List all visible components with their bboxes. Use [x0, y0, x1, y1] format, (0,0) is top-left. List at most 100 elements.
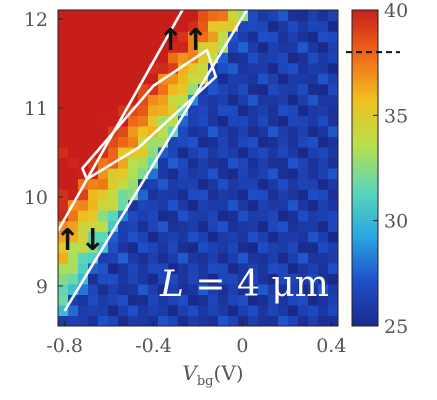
heatmap-cell — [228, 62, 239, 74]
heatmap-cell — [118, 231, 129, 243]
heatmap-cell — [238, 83, 249, 95]
heatmap-cell — [278, 178, 289, 190]
heatmap-cell — [68, 73, 79, 85]
heatmap-cell — [108, 315, 119, 326]
heatmap-cell — [308, 52, 319, 64]
heatmap-cell — [228, 20, 239, 32]
heatmap-cell — [128, 52, 139, 64]
heatmap-cell — [238, 20, 249, 32]
heatmap-cell — [228, 104, 239, 116]
heatmap-cell — [308, 231, 319, 243]
heatmap-cell — [308, 283, 319, 295]
heatmap-cell — [58, 115, 69, 127]
heatmap-cell — [328, 115, 338, 127]
heatmap-cell — [138, 220, 149, 232]
heatmap-cell — [58, 52, 69, 64]
heatmap-cell — [258, 262, 269, 274]
heatmap-cell — [278, 304, 289, 317]
heatmap-cell — [78, 315, 89, 326]
heatmap-cell — [268, 94, 279, 106]
heatmap-cell — [238, 94, 249, 106]
heatmap-cell — [78, 41, 89, 53]
heatmap-cell — [78, 262, 89, 274]
heatmap-cell — [188, 220, 199, 232]
heatmap-cell — [108, 136, 119, 148]
heatmap-cell — [88, 125, 99, 137]
heatmap-cell — [178, 220, 189, 232]
heatmap-cell — [178, 241, 189, 253]
heatmap-cell — [78, 231, 89, 243]
heatmap-cell — [308, 294, 319, 306]
heatmap-cell — [288, 199, 299, 211]
heatmap-cell — [128, 125, 139, 137]
heatmap-cell — [138, 62, 149, 74]
heatmap-cell — [268, 283, 279, 295]
heatmap-cell — [148, 125, 159, 137]
heatmap-cell — [198, 157, 209, 169]
heatmap-cell — [318, 210, 329, 222]
heatmap-cell — [178, 178, 189, 190]
heatmap-cell — [88, 304, 99, 317]
heatmap-cell — [68, 10, 79, 22]
heatmap-cell — [228, 10, 239, 22]
heatmap-cell — [138, 262, 149, 274]
heatmap-cell — [318, 125, 329, 137]
heatmap-cell — [68, 157, 79, 169]
heatmap-cell — [238, 241, 249, 253]
heatmap-cell — [318, 73, 329, 85]
heatmap-cell — [78, 220, 89, 232]
heatmap-cell — [258, 41, 269, 53]
heatmap-cell — [218, 20, 229, 32]
heatmap-cell — [318, 20, 329, 32]
colorbar-ticks: 25 30 35 40 — [373, 0, 408, 338]
heatmap-cell — [288, 83, 299, 95]
heatmap-cell — [168, 294, 179, 306]
heatmap-cell — [308, 136, 319, 148]
heatmap-cell — [68, 168, 79, 180]
heatmap-cell — [228, 273, 239, 285]
heatmap-cell — [208, 104, 219, 116]
heatmap-cell — [68, 241, 79, 253]
heatmap-cell — [188, 168, 199, 180]
heatmap-cell — [238, 52, 249, 64]
heatmap-cell — [88, 115, 99, 127]
heatmap-cell — [88, 231, 99, 243]
heatmap-cell — [108, 262, 119, 274]
heatmap-cell — [308, 178, 319, 190]
heatmap-cell — [318, 199, 329, 211]
heatmap-cell — [68, 52, 79, 64]
heatmap-cell — [198, 20, 209, 32]
heatmap-cell — [108, 273, 119, 285]
heatmap-cell — [78, 283, 89, 295]
heatmap-cell — [118, 125, 129, 137]
heatmap-cell — [138, 283, 149, 295]
heatmap-cell — [328, 62, 338, 74]
heatmap-cell — [98, 304, 109, 317]
heatmap-cell — [78, 83, 89, 95]
heatmap-cell — [118, 168, 129, 180]
heatmap-cell — [208, 262, 219, 274]
heatmap-cell — [188, 315, 199, 326]
heatmap-cell — [328, 125, 338, 137]
heatmap-cell — [148, 252, 159, 264]
heatmap-cell — [58, 31, 69, 43]
heatmap-cell — [98, 262, 109, 274]
heatmap-cell — [268, 146, 279, 159]
heatmap-cell — [118, 262, 129, 274]
heatmap-cell — [128, 231, 139, 243]
heatmap-cell — [288, 146, 299, 159]
heatmap-cell — [228, 210, 239, 222]
boundary-line-upper — [58, 10, 184, 232]
x-tick-label: -0.4 — [135, 335, 172, 357]
heatmap-cell — [88, 241, 99, 253]
heatmap-cell — [108, 41, 119, 53]
heatmap-cell — [128, 31, 139, 43]
heatmap-cell — [238, 168, 249, 180]
heatmap-cell — [298, 94, 309, 106]
heatmap-cell — [298, 157, 309, 169]
heatmap-cell — [198, 189, 209, 201]
heatmap-cell — [58, 241, 69, 253]
colorbar: 25 30 35 40 — [346, 0, 408, 338]
heatmap-cell — [318, 294, 329, 306]
heatmap-cell — [278, 283, 289, 295]
